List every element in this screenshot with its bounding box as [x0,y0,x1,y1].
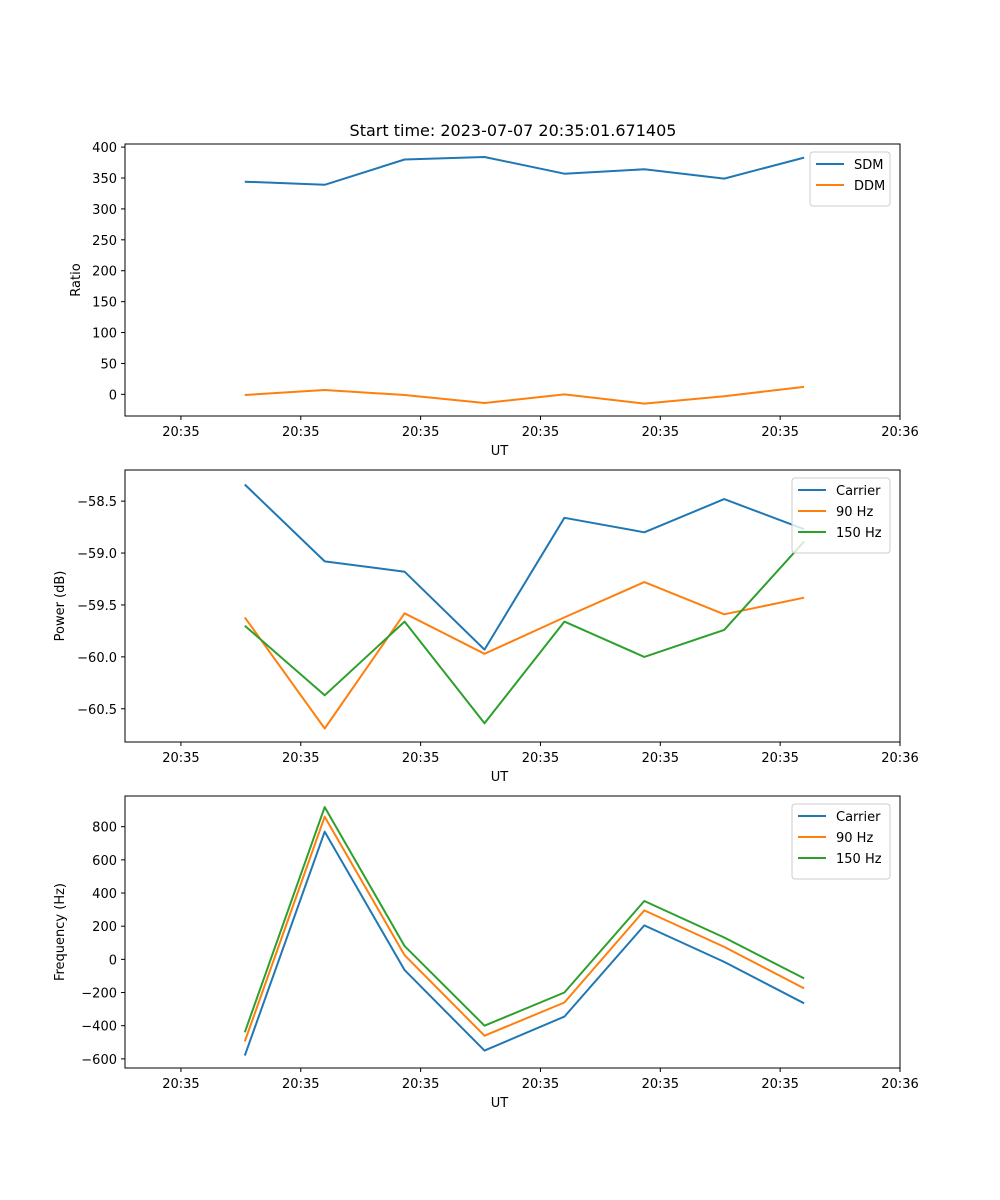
axes-frame [124,469,901,743]
legend-box [791,803,891,880]
x-tick-label: 20:35 [642,1077,679,1092]
y-tick-label: −400 [81,1020,117,1035]
figure-title: Start time: 2023-07-07 20:35:01.671405 [350,121,677,140]
y-axis-label: Ratio [69,263,84,296]
y-tick-label: 350 [92,172,117,187]
y-tick-label: 400 [92,141,117,156]
x-tick-label: 20:35 [522,1077,559,1092]
x-tick-label: 20:35 [162,425,199,440]
legend: Carrier 90 Hz 150 Hz [791,803,891,880]
x-tick-label: 20:35 [522,751,559,766]
y-tick-label: −58.5 [77,495,117,510]
series-line-90-hz [243,815,805,1042]
x-tick-label: 20:35 [761,1077,798,1092]
x-tick-label: 20:36 [881,1077,918,1092]
y-tick-label: 0 [109,953,117,968]
panels: 20:35 20:35 20:35 20:35 20:35 20:35 20:36 0 50 10… [53,141,919,1111]
series-line-carrier [243,830,805,1056]
legend-label: SDM [854,158,883,173]
x-tick-label: 20:36 [881,425,918,440]
y-tick-label: −600 [81,1053,117,1068]
x-tick-label: 20:35 [402,1077,439,1092]
x-tick-label: 20:35 [282,751,319,766]
y-tick-label: 400 [92,887,117,902]
x-tick-label: 20:35 [402,751,439,766]
y-tick-label: 100 [92,327,117,342]
panel-1: 20:35 20:35 20:35 20:35 20:35 20:35 20:36 0 50 10… [69,141,919,459]
y-axis-label: Power (dB) [53,571,68,642]
series-line-90-hz [243,581,805,730]
y-tick-label: −60.5 [77,703,117,718]
series-line-150-hz [243,806,805,1033]
x-tick-label: 20:35 [162,751,199,766]
x-tick-label: 20:35 [162,1077,199,1092]
legend-label: 150 Hz [836,526,882,541]
legend-box [809,151,891,207]
legend-label: 90 Hz [836,831,873,846]
legend-label: Carrier [836,810,881,825]
y-tick-label: −59.0 [77,547,117,562]
y-tick-label: −200 [81,987,117,1002]
x-tick-label: 20:35 [642,751,679,766]
axes-frame [124,143,901,417]
x-tick-label: 20:35 [761,751,798,766]
series-line-150-hz [244,540,805,725]
legend-label: 90 Hz [836,505,873,520]
legend-label: 150 Hz [836,852,882,867]
y-tick-label: −60.0 [77,651,117,666]
x-tick-label: 20:35 [282,1077,319,1092]
axes-frame [124,795,901,1069]
y-tick-label: 0 [109,388,117,403]
x-tick-label: 20:35 [642,425,679,440]
y-tick-label: 200 [92,265,117,280]
x-axis-label: UT [491,770,509,785]
legend: Carrier 90 Hz 150 Hz [791,477,891,554]
series-line-sdm [244,156,805,186]
y-tick-label: 250 [92,234,117,249]
x-tick-label: 20:35 [761,425,798,440]
y-tick-label: 50 [100,357,117,372]
x-tick-label: 20:36 [881,751,918,766]
x-tick-label: 20:35 [282,425,319,440]
y-tick-label: 150 [92,296,117,311]
y-tick-label: 200 [92,920,117,935]
legend-label: Carrier [836,484,881,499]
x-tick-label: 20:35 [402,425,439,440]
x-tick-label: 20:35 [522,425,559,440]
panel-3: 20:35 20:35 20:35 20:35 20:35 20:35 20:36 −600 −… [53,795,919,1111]
legend: SDM DDM [809,151,891,207]
y-tick-label: 600 [92,854,117,869]
legend-box [791,477,891,554]
x-axis-label: UT [491,444,509,459]
y-axis-label: Frequency (Hz) [53,883,68,981]
legend-label: DDM [854,179,885,194]
panel-2: 20:35 20:35 20:35 20:35 20:35 20:35 20:36 −58.5… [53,469,919,785]
series-line-carrier [244,483,805,651]
x-axis-label: UT [491,1096,509,1111]
y-tick-label: 800 [92,821,117,836]
y-tick-label: 300 [92,203,117,218]
y-tick-label: −59.5 [77,599,117,614]
series-line-ddm [244,385,805,405]
